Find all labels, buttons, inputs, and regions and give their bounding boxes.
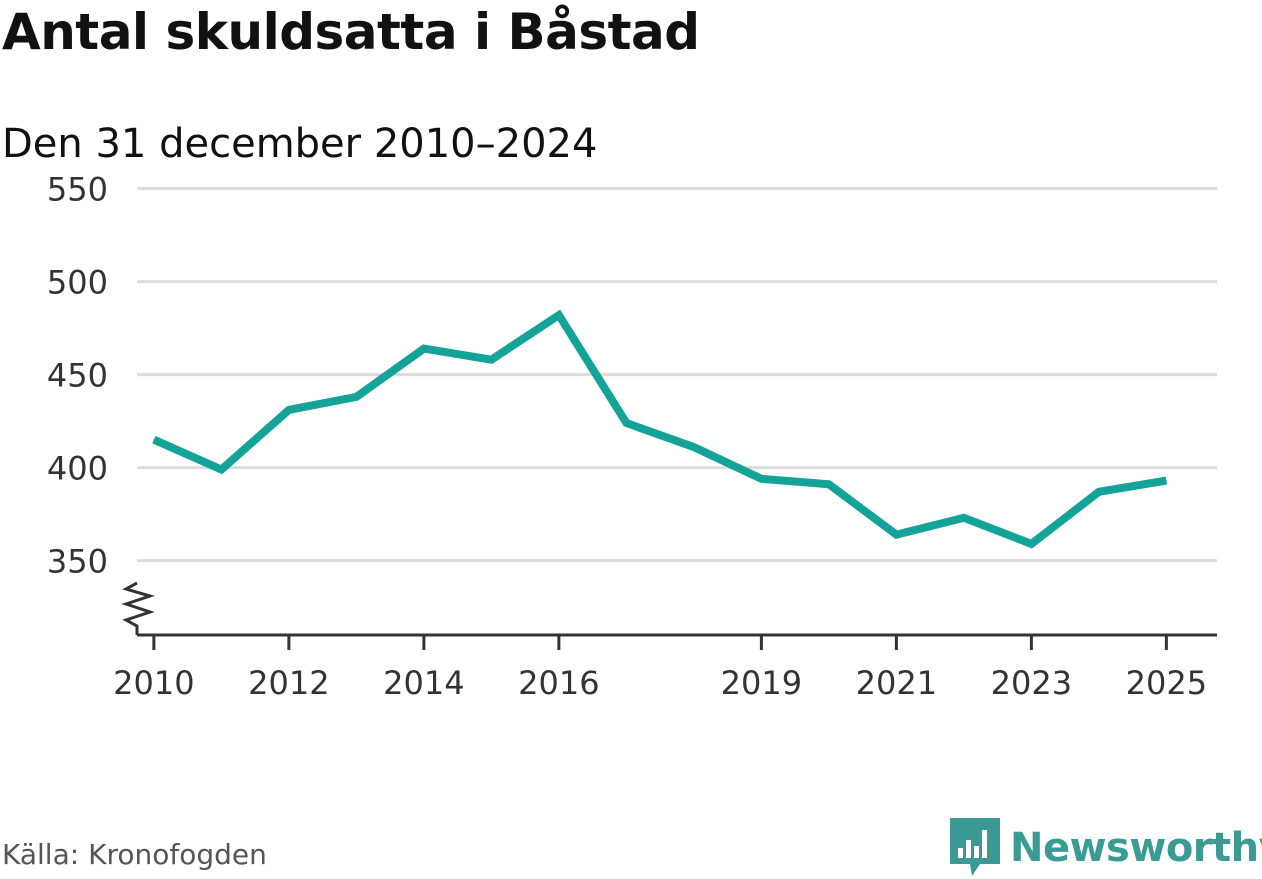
newsworthy-logo-icon: [950, 818, 1000, 876]
data-point: [288, 409, 290, 411]
x-tick-label: 2021: [856, 664, 937, 702]
data-point: [153, 439, 155, 441]
data-point: [625, 422, 627, 424]
y-tick-label: 350: [47, 543, 108, 581]
x-tick-label: 2025: [1126, 664, 1207, 702]
x-tick-label: 2012: [248, 664, 329, 702]
data-point: [1030, 543, 1032, 545]
data-point: [760, 478, 762, 480]
data-point: [963, 517, 965, 519]
source-note: Källa: Kronofogden: [2, 838, 267, 871]
y-axis-ticks: 350 400 450 500 550: [47, 171, 108, 581]
x-tick-label: 2016: [518, 664, 599, 702]
brand-logo: Newsworthy: [950, 818, 1262, 878]
brand-name: Newsworthy: [1010, 825, 1262, 871]
y-tick-label: 400: [47, 450, 108, 488]
x-tick-label: 2014: [383, 664, 464, 702]
series-polyline: [152, 309, 1168, 549]
axis-break-icon: [121, 581, 156, 635]
x-axis: 2010 2012 2014 2016 2019 2021 2023 2025: [113, 633, 1217, 702]
y-tick-label: 450: [47, 357, 108, 395]
y-tick-label: 550: [47, 171, 108, 209]
data-point: [220, 468, 222, 470]
x-tick-label: 2010: [113, 664, 194, 702]
axis-break-zigzag: [121, 581, 156, 635]
grid-lines: [137, 187, 1217, 563]
data-point: [693, 446, 695, 448]
y-tick-label: 500: [47, 264, 108, 302]
data-point: [895, 534, 897, 536]
data-point: [490, 359, 492, 361]
chart-title: Antal skuldsatta i Båstad: [2, 3, 700, 61]
chart-subtitle: Den 31 december 2010–2024: [2, 121, 598, 167]
series-line: [152, 309, 1168, 549]
x-tick-label: 2019: [721, 664, 802, 702]
data-point: [1098, 491, 1100, 493]
data-point: [1165, 480, 1167, 482]
data-point: [558, 314, 560, 316]
line-chart: 350 400 450 500 550 2010 2012 2014 2016 2019 2021…: [47, 171, 1217, 702]
data-point: [355, 396, 357, 398]
data-point: [828, 483, 830, 485]
data-point: [423, 348, 425, 350]
x-tick-label: 2023: [991, 664, 1072, 702]
